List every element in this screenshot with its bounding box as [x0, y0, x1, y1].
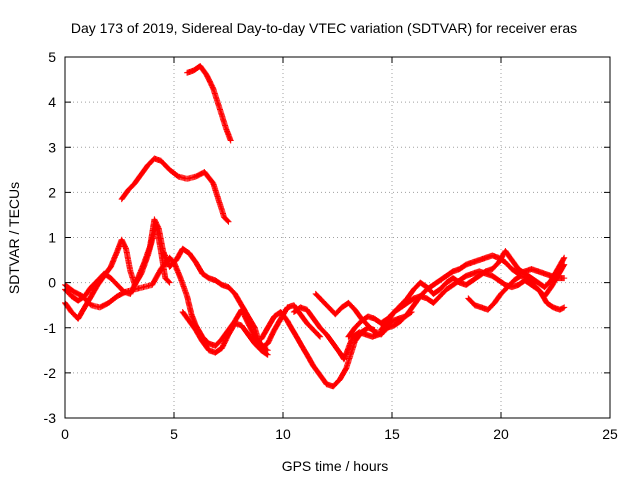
- series-markers: [62, 216, 271, 354]
- y-tick-label: -3: [44, 410, 57, 426]
- axis-ticks: 0 5 10 15 20 25 -3 -2 -1 0 1 2 3 4 5: [44, 49, 618, 442]
- x-axis-label: GPS time / hours: [282, 458, 389, 474]
- x-tick-label: 20: [493, 426, 509, 442]
- grid: [64, 56, 611, 419]
- series-markers: [184, 63, 234, 144]
- series-markers: [465, 272, 568, 313]
- series-arc-l: [465, 272, 568, 313]
- y-tick-label: 2: [48, 184, 56, 200]
- x-tick-label: 25: [602, 426, 618, 442]
- y-tick-label: 4: [48, 94, 56, 110]
- y-tick-label: 3: [48, 139, 56, 155]
- y-tick-label: -1: [44, 320, 57, 336]
- series-arc-b: [118, 155, 232, 225]
- series-arc-e: [62, 254, 324, 352]
- series-markers: [118, 155, 232, 225]
- x-tick-label: 5: [170, 426, 178, 442]
- y-tick-label: 0: [48, 275, 56, 291]
- y-tick-label: -2: [44, 365, 57, 381]
- x-tick-label: 15: [384, 426, 400, 442]
- y-axis-label: SDTVAR / TECUs: [6, 182, 22, 294]
- series-arc-d: [62, 216, 271, 354]
- series-arc-g: [258, 309, 378, 390]
- series-markers: [62, 254, 324, 352]
- chart-title: Day 173 of 2019, Sidereal Day-to-day VTE…: [71, 20, 577, 36]
- y-tick-label: 5: [48, 49, 56, 65]
- x-tick-label: 10: [275, 426, 291, 442]
- series-markers: [258, 309, 378, 390]
- series-arc-a: [184, 63, 234, 144]
- series-arc-f: [179, 309, 271, 358]
- y-tick-label: 1: [48, 230, 56, 246]
- data-series: [62, 63, 568, 390]
- series-markers: [179, 309, 271, 358]
- x-tick-label: 0: [61, 426, 69, 442]
